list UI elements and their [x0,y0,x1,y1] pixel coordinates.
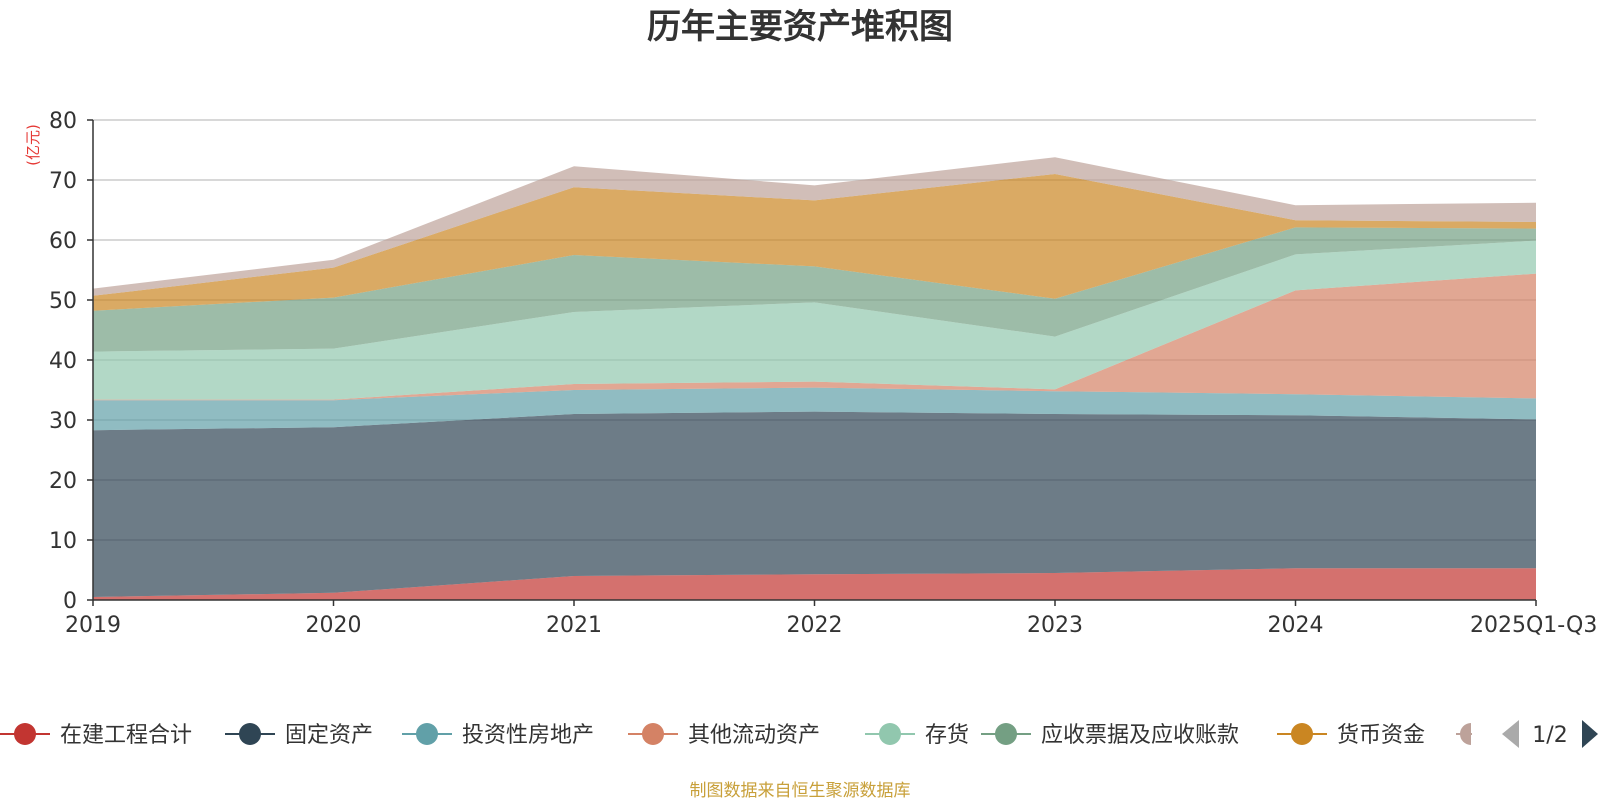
y-tick-label: 30 [49,409,77,434]
area-series-5[interactable] [93,227,1536,352]
area-series-3[interactable] [93,273,1536,401]
legend-label: 其他流动资产 [688,723,820,748]
legend-label: 固定资产 [285,723,373,748]
legend-item-partial [1456,723,1472,745]
area-series-4[interactable] [93,240,1536,400]
y-axis-label: (亿元) [24,124,42,166]
y-tick-label: 20 [49,469,77,494]
legend-item[interactable]: 投资性房地产 [402,723,594,748]
legend-page-indicator: 1/2 [1532,723,1567,748]
legend-label: 存货 [925,723,969,748]
area-series [93,157,1536,600]
legend-item[interactable]: 货币资金 [1277,723,1425,748]
legend-next-icon[interactable] [1582,720,1598,748]
area-series-6[interactable] [93,174,1536,311]
area-series-1[interactable] [93,411,1536,597]
x-tick-label: 2025Q1-Q3 [1470,613,1597,638]
y-tick-label: 10 [49,529,77,554]
y-tick-label: 0 [63,589,77,614]
area-series-2[interactable] [93,387,1536,431]
x-tick-label: 2021 [546,613,602,638]
legend-label: 投资性房地产 [462,723,594,748]
x-tick-label: 2020 [306,613,362,638]
axes: 0 10 20 30 40 50 60 70 80 2019 2020 2021 2022 2023 202… [49,109,1597,638]
y-tick-label: 60 [49,229,77,254]
legend: 在建工程合计 固定资产 投资性房地产 其他流动资产 存货 应收票据及应收账款 货币资金 1/2 [0,720,1598,748]
y-tick-label: 80 [49,109,77,134]
legend-item[interactable]: 固定资产 [225,723,373,748]
legend-label: 在建工程合计 [60,723,192,748]
x-tick-label: 2024 [1268,613,1324,638]
x-tick-label: 2022 [787,613,843,638]
y-tick-label: 50 [49,289,77,314]
area-series-0[interactable] [93,568,1536,600]
legend-item[interactable]: 在建工程合计 [0,723,192,748]
chart-title: 历年主要资产堆积图 [647,7,953,47]
legend-item[interactable]: 存货 [865,723,969,748]
y-tick-label: 70 [49,169,77,194]
area-series-7[interactable] [93,157,1536,296]
legend-item[interactable]: 应收票据及应收账款 [981,723,1239,748]
legend-prev-icon[interactable] [1502,720,1519,748]
legend-item[interactable]: 其他流动资产 [628,723,820,748]
legend-label: 货币资金 [1337,723,1425,748]
x-tick-label: 2023 [1027,613,1083,638]
x-tick-label: 2019 [65,613,121,638]
y-tick-label: 40 [49,349,77,374]
legend-label: 应收票据及应收账款 [1041,723,1239,748]
source-note: 制图数据来自恒生聚源数据库 [690,781,911,800]
